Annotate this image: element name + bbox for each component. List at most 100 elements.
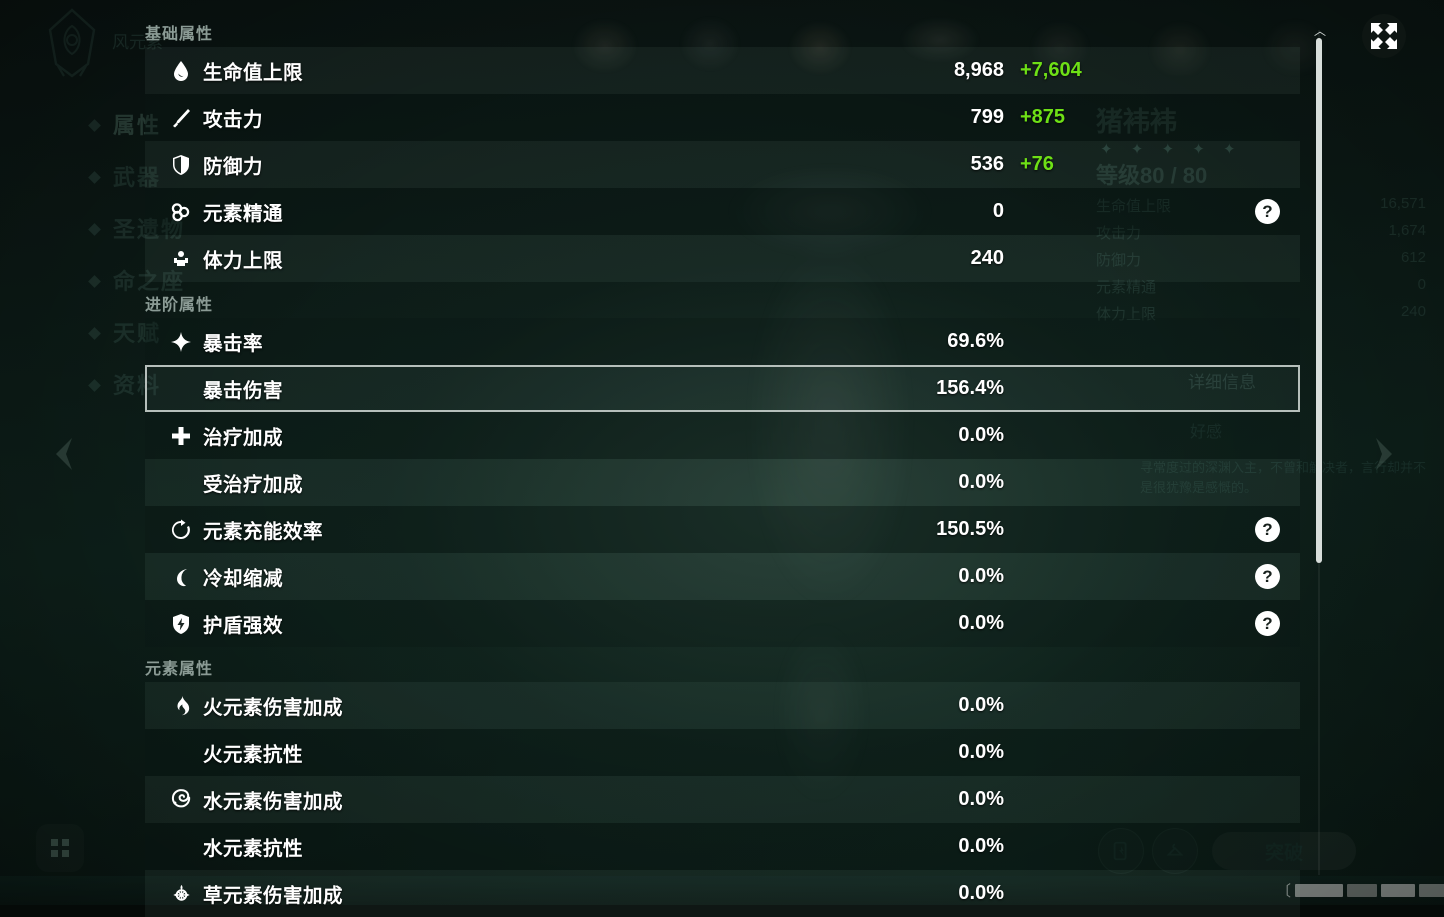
advanced-stats-list: 暴击率 69.6% 暴击伤害 156.4% 治疗加成 0.0% 受治疗加成 0.… [145, 318, 1300, 647]
section-title-advanced: 进阶属性 [145, 297, 214, 314]
stat-label: 护盾强效 [203, 615, 284, 637]
stat-label: 生命值上限 [203, 62, 304, 84]
section-title-elemental: 元素属性 [145, 661, 214, 678]
stat-value: 150.5% [936, 518, 1004, 540]
diamond-bullet-icon [88, 327, 101, 340]
redacted-text-block: 〔 [1276, 880, 1444, 901]
bg-nav-profile[interactable]: 资料 [88, 368, 161, 400]
panel-scrollbar[interactable]: ︿ [1314, 24, 1326, 875]
stat-row-crit-damage[interactable]: 暴击伤害 156.4% [145, 365, 1300, 412]
stat-row-pyro-res[interactable]: 火元素抗性 0.0% [145, 729, 1300, 776]
party-portrait-strip [380, 0, 1444, 76]
stat-row-hydro-dmg-bonus[interactable]: 水元素伤害加成 0.0% [145, 776, 1300, 823]
attributes-detail-panel: 基础属性 生命值上限 8,968 +7,604 攻击力 799 +875 防御力… [145, 0, 1300, 917]
bg-nav-attributes[interactable]: 属性 [88, 108, 161, 140]
stat-value: 799 [970, 106, 1004, 128]
help-icon[interactable]: ? [1255, 564, 1280, 589]
stat-label: 防御力 [203, 156, 264, 178]
bg-stat-row: 生命值上限 16,571 [1096, 195, 1426, 215]
stat-row-attack[interactable]: 攻击力 799 +875 [145, 94, 1300, 141]
bg-bottom-bar [0, 876, 1444, 905]
stat-row-hydro-res[interactable]: 水元素抗性 0.0% [145, 823, 1300, 870]
recharge-icon [159, 518, 203, 542]
stat-label: 水元素伤害加成 [203, 791, 344, 813]
dendro-icon [159, 882, 203, 905]
bg-stat-row: 攻击力 1,674 [1096, 222, 1426, 242]
shield-bolt-icon [159, 612, 203, 636]
scroll-up-indicator-icon[interactable]: ︿ [1314, 24, 1327, 38]
stat-label: 暴击伤害 [203, 380, 284, 402]
stat-label: 元素精通 [203, 203, 284, 225]
bg-character-name: 猪袆袆 [1096, 107, 1177, 137]
stat-row-healing-bonus[interactable]: 治疗加成 0.0% [145, 412, 1300, 459]
close-button[interactable] [1362, 14, 1406, 58]
bg-party-grid-button[interactable] [36, 824, 84, 872]
stat-row-pyro-dmg-bonus[interactable]: 火元素伤害加成 0.0% [145, 682, 1300, 729]
anemo-emblem-icon [32, 6, 112, 82]
help-icon[interactable]: ? [1255, 611, 1280, 636]
stat-value: 0.0% [958, 424, 1004, 446]
bg-nav-weapon[interactable]: 武器 [88, 160, 161, 192]
crit-rate-icon [159, 330, 203, 354]
diamond-bullet-icon [88, 119, 101, 132]
healing-icon [159, 424, 203, 448]
stat-row-elemental-mastery[interactable]: 元素精通 0 ? [145, 188, 1300, 235]
stat-label: 水元素抗性 [203, 838, 304, 860]
stat-value: 0.0% [958, 835, 1004, 857]
bg-rarity-stars: ✦ ✦ ✦ ✦ ✦ [1100, 141, 1243, 158]
stat-value: 0 [992, 200, 1004, 222]
stat-row-max-hp[interactable]: 生命值上限 8,968 +7,604 [145, 47, 1300, 94]
next-character-arrow-icon[interactable] [1362, 432, 1406, 476]
help-icon[interactable]: ? [1255, 199, 1280, 224]
stat-row-incoming-healing-bonus[interactable]: 受治疗加成 0.0% [145, 459, 1300, 506]
stat-row-defense[interactable]: 防御力 536 +76 [145, 141, 1300, 188]
hydro-icon [159, 788, 203, 811]
close-icon [1371, 23, 1397, 49]
bg-nav-constellation[interactable]: 命之座 [88, 264, 185, 296]
bg-detail-info-label[interactable]: 详细信息 [1188, 373, 1256, 392]
diamond-bullet-icon [88, 275, 101, 288]
stat-label: 冷却缩减 [203, 568, 284, 590]
stat-value: 0.0% [958, 612, 1004, 634]
stat-row-max-stamina[interactable]: 体力上限 240 [145, 235, 1300, 282]
stat-label: 体力上限 [203, 250, 284, 272]
stat-row-shield-strength[interactable]: 护盾强效 0.0% ? [145, 600, 1300, 647]
pyro-icon [159, 694, 203, 717]
stat-label: 暴击率 [203, 333, 264, 355]
stat-bonus: +76 [1020, 153, 1054, 175]
stat-row-cooldown-reduction[interactable]: 冷却缩减 0.0% ? [145, 553, 1300, 600]
background-element-label: 风元素 [112, 33, 163, 52]
stat-row-crit-rate[interactable]: 暴击率 69.6% [145, 318, 1300, 365]
mastery-icon [159, 200, 203, 224]
bg-nav-talents[interactable]: 天赋 [88, 316, 161, 348]
shield-icon [159, 153, 203, 177]
prev-character-arrow-icon[interactable] [42, 432, 86, 476]
bg-stat-row: 防御力 612 [1096, 249, 1426, 269]
stat-label: 火元素伤害加成 [203, 697, 344, 719]
scrollbar-thumb[interactable] [1316, 38, 1322, 563]
stat-row-dendro-dmg-bonus[interactable]: 草元素伤害加成 0.0% [145, 870, 1300, 917]
diamond-bullet-icon [88, 223, 101, 236]
bg-breakthrough-button[interactable]: 突破 [1212, 832, 1356, 870]
bg-character-level: 等级80 / 80 [1096, 163, 1208, 188]
stat-bonus: +875 [1020, 106, 1066, 128]
stat-label: 元素充能效率 [203, 521, 324, 543]
droplet-icon [159, 59, 203, 83]
section-title-basic: 基础属性 [145, 26, 214, 43]
stat-value: 0.0% [958, 565, 1004, 587]
stat-label: 治疗加成 [203, 427, 284, 449]
stat-row-energy-recharge[interactable]: 元素充能效率 150.5% ? [145, 506, 1300, 553]
stat-value: 536 [970, 153, 1004, 175]
basic-stats-list: 生命值上限 8,968 +7,604 攻击力 799 +875 防御力 536 … [145, 47, 1300, 282]
diamond-bullet-icon [88, 171, 101, 184]
stat-label: 草元素伤害加成 [203, 885, 344, 907]
diamond-bullet-icon [88, 379, 101, 392]
bg-nav-artifacts[interactable]: 圣遗物 [88, 212, 185, 244]
bg-level-up-button[interactable] [1098, 828, 1144, 874]
stat-label: 受治疗加成 [203, 474, 304, 496]
help-icon[interactable]: ? [1255, 517, 1280, 542]
bg-outfit-button[interactable] [1152, 828, 1198, 874]
stat-label: 火元素抗性 [203, 744, 304, 766]
stat-label: 攻击力 [203, 109, 264, 131]
